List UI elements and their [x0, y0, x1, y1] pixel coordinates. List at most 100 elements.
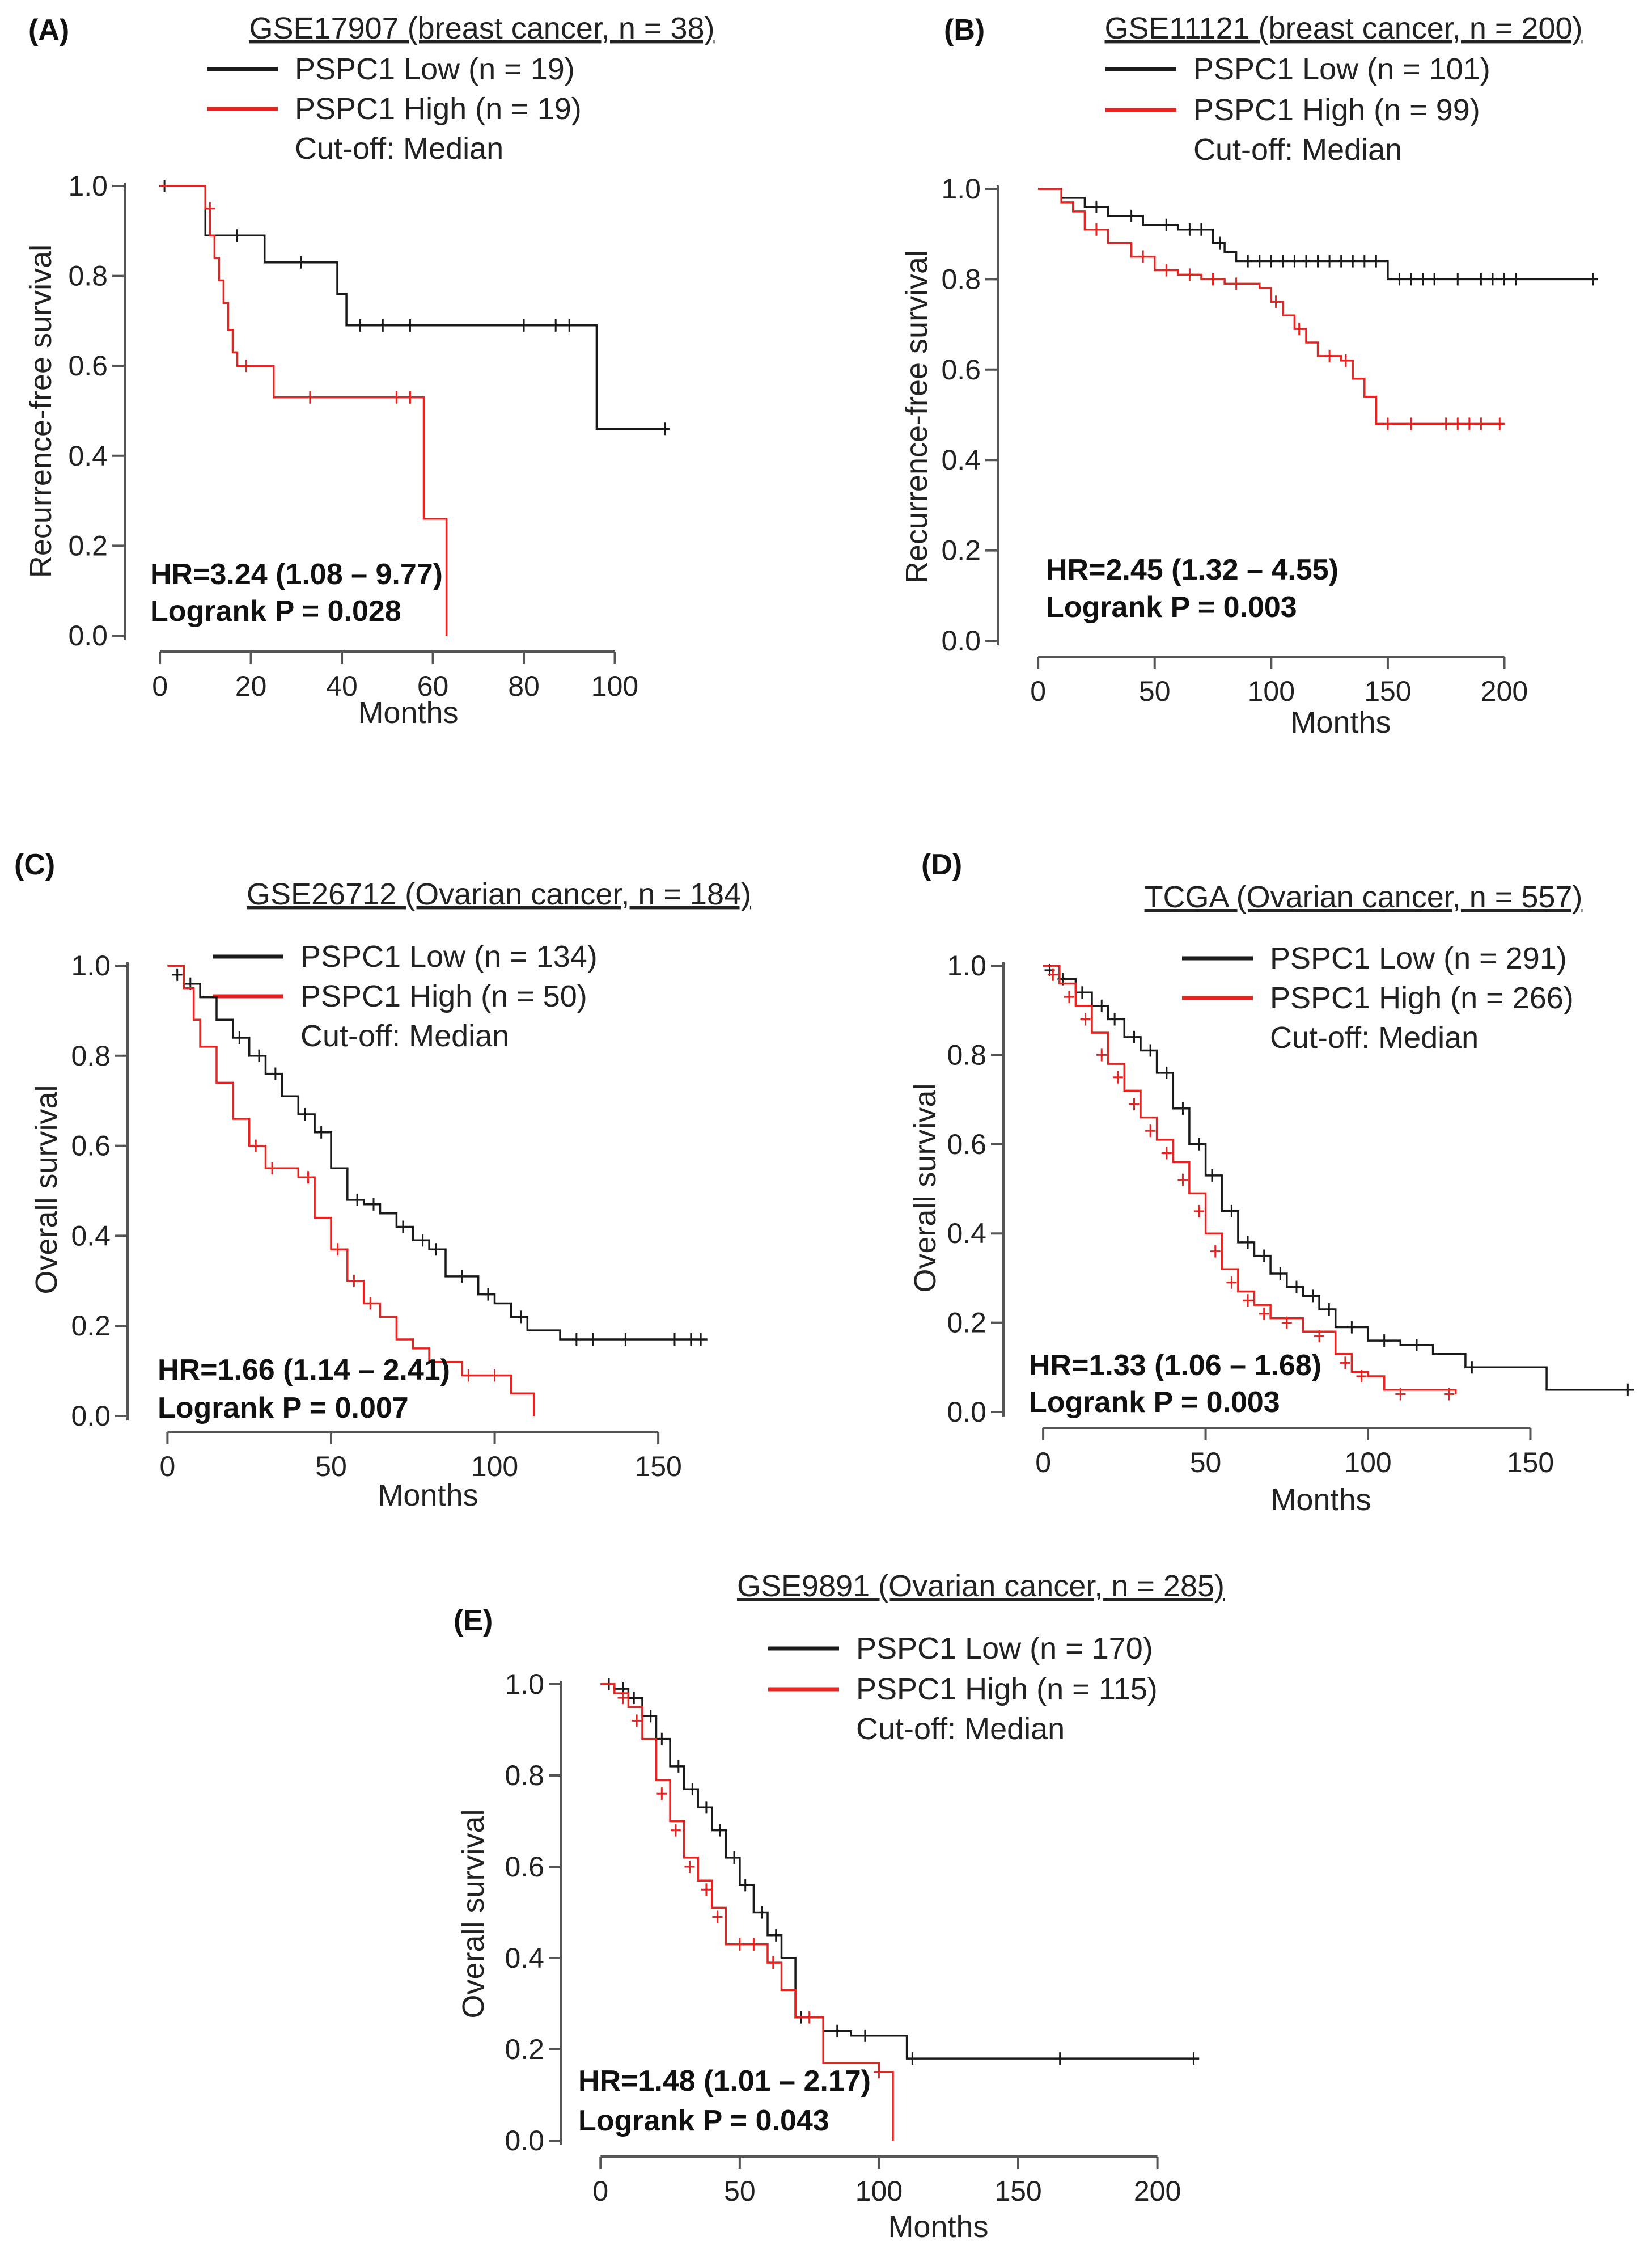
censor-mark-low [1291, 1280, 1302, 1293]
censor-mark-high [1184, 268, 1195, 281]
legend-cutoff: Cut-off: Median [1193, 133, 1402, 167]
censor-mark-low [299, 1108, 310, 1121]
censor-mark-high [1270, 295, 1281, 308]
censor-mark-low [1348, 255, 1358, 268]
censor-mark-low [270, 1067, 281, 1080]
censor-mark-low [1411, 1338, 1422, 1351]
censor-mark-high [463, 1369, 474, 1382]
hazard-ratio: HR=1.48 (1.01 – 2.17) [578, 2065, 871, 2098]
censor-mark-high [489, 1369, 500, 1382]
censor-mark-low [368, 1198, 379, 1211]
censor-mark-low [232, 229, 243, 242]
censor-mark-high [701, 1883, 711, 1896]
censor-mark-low [1188, 2052, 1199, 2065]
x-tick-label: 100 [1344, 1447, 1391, 1478]
censor-mark-low [1096, 999, 1107, 1012]
censor-mark-low [1301, 255, 1311, 268]
y-axis-label: Overall survival [456, 1809, 490, 2018]
y-tick-label: 0.0 [68, 620, 108, 652]
censor-mark-high [1294, 323, 1304, 336]
logrank-p: Logrank P = 0.003 [1029, 1386, 1280, 1419]
censor-mark-low [1359, 255, 1370, 268]
censor-mark-low [1336, 255, 1346, 268]
censor-mark-low [1207, 1169, 1218, 1182]
censor-mark-low [1379, 1334, 1390, 1347]
x-tick-label: 20 [235, 670, 267, 702]
y-tick-label: 0.2 [68, 530, 108, 561]
legend-cutoff: Cut-off: Median [295, 132, 503, 166]
censor-mark-low [696, 1333, 706, 1346]
y-tick-label: 0.6 [941, 354, 981, 386]
censor-mark-high [1138, 250, 1149, 263]
censor-mark-low [1275, 1267, 1286, 1280]
y-tick-label: 0.0 [71, 1400, 111, 1432]
x-tick-label: 0 [592, 2175, 608, 2207]
x-tick-label: 150 [1364, 675, 1411, 707]
y-tick-label: 0.8 [941, 263, 981, 295]
survival-curve-high [600, 1683, 894, 2141]
censor-mark-low [1254, 255, 1265, 268]
y-tick-label: 0.4 [68, 440, 108, 472]
x-tick-label: 100 [471, 1451, 518, 1482]
censor-mark-high [1444, 1388, 1455, 1401]
panel-label: (B) [944, 14, 985, 46]
censor-mark-high [1395, 1388, 1406, 1401]
x-tick-label: 40 [326, 670, 358, 702]
logrank-p: Logrank P = 0.043 [578, 2104, 829, 2137]
censor-mark-low [1324, 1303, 1335, 1316]
survival-curve-low [160, 185, 670, 430]
y-tick-label: 0.8 [947, 1039, 986, 1071]
censor-mark-low [355, 319, 366, 332]
censor-mark-high [1226, 1276, 1237, 1289]
survival-curve-high [1038, 188, 1505, 425]
hazard-ratio: HR=1.33 (1.06 – 1.68) [1029, 1349, 1321, 1382]
censor-mark-low [405, 319, 416, 332]
censor-mark-low [1109, 1013, 1120, 1026]
censor-mark-low [1226, 1204, 1237, 1217]
censor-mark-low [629, 1692, 639, 1705]
y-tick-label: 0.0 [941, 625, 981, 657]
censor-mark-high [303, 1171, 314, 1184]
censor-mark-high [1356, 1370, 1367, 1383]
y-axis-label: Overall survival [29, 1085, 63, 1294]
censor-mark-low [352, 1193, 363, 1206]
panel-label: (C) [14, 848, 55, 881]
censor-mark-high [1161, 264, 1172, 277]
censor-mark-high [1281, 1316, 1292, 1329]
censor-mark-low [1243, 255, 1253, 268]
censor-mark-low [1194, 1138, 1205, 1151]
censor-mark-low [1476, 273, 1486, 286]
chart-title: GSE11121 (breast cancer, n = 200) [1104, 11, 1582, 45]
censor-mark-low [740, 1879, 751, 1892]
censor-mark-low [564, 319, 575, 332]
censor-mark-high [405, 391, 416, 404]
censor-mark-low [1429, 273, 1440, 286]
censor-mark-low [1214, 236, 1225, 250]
y-tick-label: 0.0 [947, 1396, 986, 1428]
censor-mark-high [768, 1956, 778, 1969]
legend-cutoff: Cut-off: Median [856, 1712, 1065, 1746]
censor-mark-low [673, 1760, 684, 1773]
censor-mark-low [550, 319, 561, 332]
censor-mark-high [1064, 991, 1074, 1004]
legend-cutoff: Cut-off: Median [1270, 1021, 1479, 1055]
censor-mark-low [1243, 1236, 1253, 1249]
x-tick-label: 0 [1030, 675, 1046, 707]
censor-mark-low [1161, 1066, 1172, 1079]
y-tick-label: 0.8 [68, 260, 108, 292]
censor-mark-low [907, 2052, 918, 2065]
censor-mark-low [1161, 218, 1172, 231]
y-axis-label: Overall survival [908, 1083, 942, 1292]
censor-mark-low [1277, 255, 1288, 268]
y-tick-label: 0.2 [947, 1307, 986, 1339]
censor-mark-low [1417, 273, 1428, 286]
censor-mark-low [770, 1929, 781, 1942]
y-tick-label: 0.6 [947, 1128, 986, 1160]
censor-mark-low [515, 1310, 526, 1324]
censor-mark-low [1289, 255, 1300, 268]
censor-mark-low [1196, 223, 1206, 236]
x-tick-label: 60 [417, 670, 449, 702]
censor-mark-low [1587, 273, 1598, 286]
x-axis-label: Months [888, 2210, 988, 2244]
censor-mark-high [1382, 417, 1393, 430]
